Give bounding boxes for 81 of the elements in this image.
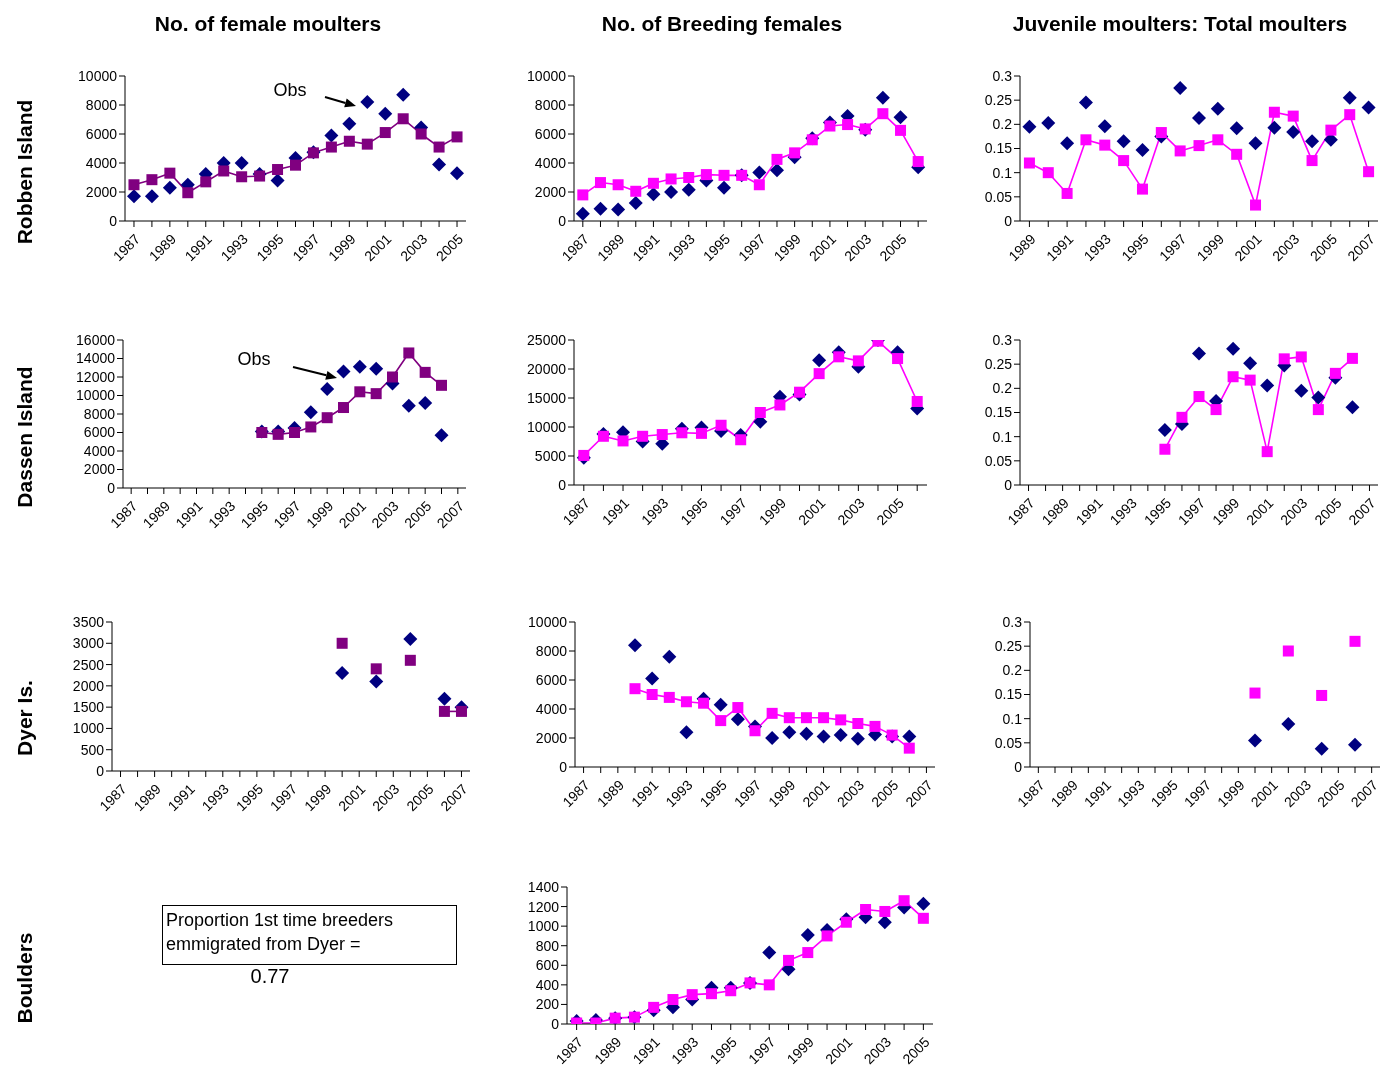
y-tick-label: 14000 [76,350,116,367]
y-tick-label: 2000 [534,183,567,200]
y-tick-label: 0.25 [984,356,1013,373]
y-tick-label: 3000 [72,635,105,652]
y-tick-label: 10000 [528,613,568,630]
y-tick-label: 0 [107,479,116,496]
y-tick-label: 0 [558,476,567,493]
y-tick-label: 0.1 [1002,710,1023,727]
chart-title: No. of Breeding females [601,12,843,35]
y-tick-label: 0.05 [984,452,1013,469]
y-tick-label: 3500 [72,613,105,630]
y-tick-label: 0 [1004,212,1013,229]
y-tick-label: 8000 [534,96,567,113]
y-tick-label: 2000 [535,729,568,746]
y-tick-label: 10000 [527,418,567,435]
y-tick-label: 6000 [534,125,567,142]
y-tick-label: 500 [80,741,105,758]
annotation: Obs [237,349,271,369]
y-tick-label: 6000 [83,424,116,441]
y-tick-label: 0 [1004,476,1013,493]
y-tick-label: 0.1 [992,164,1013,181]
y-tick-label: 0.15 [984,404,1013,421]
text: Boulders [13,932,36,1024]
y-tick-label: 0.3 [992,67,1013,84]
y-tick-label: 0.2 [1002,662,1023,679]
text: 0.77 [250,965,290,987]
y-tick-label: 2000 [72,677,105,694]
y-tick-label: 1400 [527,878,560,895]
annotation: Obs [273,80,307,100]
text: Proportion 1st time breeders emmigrated from Dyer = [166,910,394,954]
y-tick-label: 0 [96,762,105,779]
y-tick-label: 8000 [85,96,118,113]
y-tick-label: 16000 [76,331,116,348]
y-tick-label: 4000 [534,154,567,171]
y-tick-label: 1000 [527,918,560,935]
y-tick-label: 1500 [72,699,105,716]
y-tick-label: 0.15 [984,140,1013,157]
y-tick-label: 0.25 [984,92,1013,109]
y-tick-label: 1200 [527,898,560,915]
y-tick-label: 200 [535,996,560,1013]
y-tick-label: 1000 [72,720,105,737]
y-tick-label: 8000 [83,405,116,422]
y-tick-label: 2000 [85,183,118,200]
y-tick-label: 12000 [76,368,116,385]
y-tick-label: 2000 [83,461,116,478]
y-tick-label: 0.15 [994,686,1023,703]
y-tick-label: 10000 [76,387,116,404]
y-tick-label: 0.25 [994,638,1023,655]
y-tick-label: 4000 [83,442,116,459]
y-tick-label: 0.3 [992,331,1013,348]
y-tick-label: 0.1 [992,428,1013,445]
y-tick-label: 0.05 [984,188,1013,205]
y-tick-label: 600 [535,957,560,974]
y-tick-label: 0 [551,1015,560,1032]
y-tick-label: 20000 [527,360,567,377]
y-tick-label: 8000 [535,642,568,659]
y-axis-title: Dassen Island [13,366,36,508]
y-tick-label: 0 [1014,758,1023,775]
y-tick-label: 2500 [72,656,105,673]
y-tick-label: 0.3 [1002,613,1023,630]
y-tick-label: 0.05 [994,734,1023,751]
chart-title: Juvenile moulters: Total moulters [1012,12,1348,35]
y-tick-label: 10000 [527,67,567,84]
y-tick-label: 15000 [527,389,567,406]
y-axis-title: Robben Island [13,99,36,245]
y-tick-label: 0 [109,212,118,229]
y-tick-label: 5000 [534,447,567,464]
y-tick-label: 4000 [85,154,118,171]
y-tick-label: 400 [535,976,560,993]
y-tick-label: 800 [535,937,560,954]
chart-title: No. of female moulters [154,12,382,35]
y-tick-label: 4000 [535,700,568,717]
y-tick-label: 10000 [78,67,118,84]
y-tick-label: 0.2 [992,116,1013,133]
y-tick-label: 0 [558,212,567,229]
y-tick-label: 25000 [527,331,567,348]
y-axis-title: Dyer Is. [13,680,36,756]
y-tick-label: 6000 [535,671,568,688]
y-tick-label: 0 [559,758,568,775]
y-tick-label: 6000 [85,125,118,142]
y-tick-label: 0.2 [992,380,1013,397]
